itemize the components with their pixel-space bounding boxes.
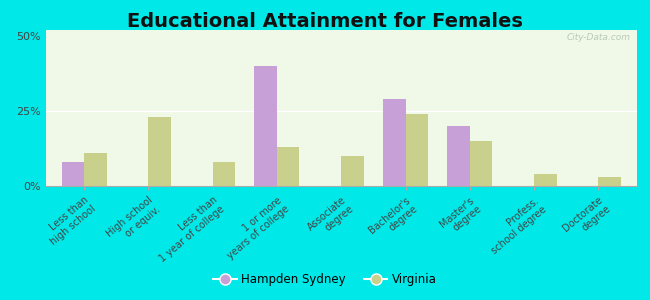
Bar	[84, 153, 107, 186]
Bar	[447, 126, 470, 186]
Bar	[213, 162, 235, 186]
Bar	[599, 177, 621, 186]
Bar	[62, 162, 84, 186]
Bar	[341, 156, 364, 186]
Bar	[534, 174, 556, 186]
Bar	[277, 147, 300, 186]
Text: Educational Attainment for Females: Educational Attainment for Females	[127, 12, 523, 31]
Legend: Hampden Sydney, Virginia: Hampden Sydney, Virginia	[209, 269, 441, 291]
Text: City-Data.com: City-Data.com	[567, 33, 631, 42]
Bar	[383, 99, 406, 186]
Bar	[470, 141, 492, 186]
Bar	[148, 117, 171, 186]
Bar	[254, 66, 277, 186]
Bar	[406, 114, 428, 186]
